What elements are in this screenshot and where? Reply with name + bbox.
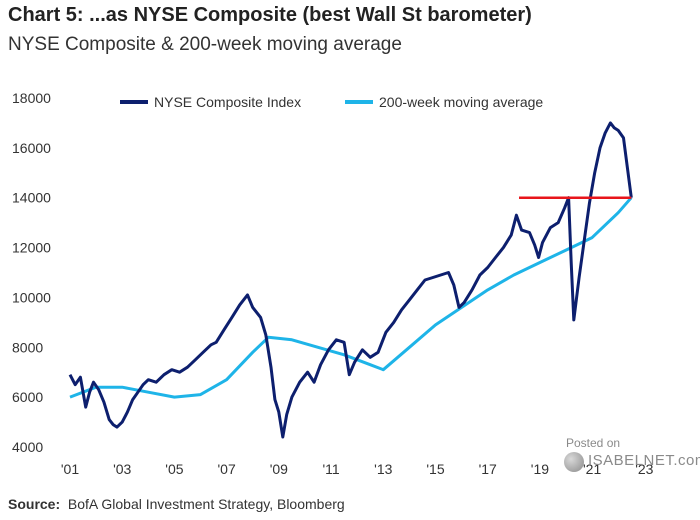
x-tick-label: '23 [635, 461, 653, 477]
legend-label-nyse: NYSE Composite Index [154, 94, 301, 110]
chart-title: Chart 5: ...as NYSE Composite (best Wall… [8, 4, 532, 26]
x-tick-label: '07 [218, 461, 236, 477]
globe-icon [564, 452, 584, 472]
y-tick-label: 10000 [12, 289, 51, 305]
x-tick-label: '11 [322, 461, 339, 477]
y-tick-label: 6000 [12, 389, 43, 405]
x-tick-label: '19 [531, 461, 549, 477]
legend: NYSE Composite Index 200-week moving aver… [120, 94, 543, 110]
legend-label-ma: 200-week moving average [379, 94, 543, 110]
watermark-posted: Posted on [566, 436, 621, 450]
series-line-nyse [68, 121, 633, 439]
y-tick-label: 12000 [12, 240, 51, 256]
y-tick-label: 14000 [12, 190, 51, 206]
y-tick-label: 4000 [12, 439, 43, 455]
x-tick-label: '05 [165, 461, 183, 477]
y-tick-label: 16000 [12, 140, 51, 156]
x-tick-label: '21 [583, 461, 601, 477]
x-axis: '01 '03 '05 '07 '09 '11 '13 '15 '17 '19 '21 '23 [61, 461, 654, 477]
source-line: Source: BofA Global Investment Strategy,… [8, 496, 345, 512]
source-text: BofA Global Investment Strategy, Bloombe… [67, 496, 345, 512]
source-label: Source: [8, 496, 61, 512]
x-tick-label: '15 [426, 461, 444, 477]
x-tick-label: '09 [270, 461, 288, 477]
y-axis: 4000 6000 8000 10000 12000 14000 16000 18000 [12, 90, 51, 455]
y-tick-label: 18000 [12, 90, 51, 106]
series-line-ma [69, 196, 633, 399]
x-tick-label: '01 [61, 461, 79, 477]
plot-area [68, 121, 633, 439]
x-tick-label: '17 [479, 461, 497, 477]
watermark: Posted on ISABELNET.com [556, 436, 700, 476]
y-tick-label: 8000 [12, 339, 43, 355]
watermark-name: ISABELNET.com [588, 452, 700, 469]
x-tick-label: '13 [374, 461, 392, 477]
chart-subtitle: NYSE Composite & 200-week moving average [8, 34, 402, 55]
x-tick-label: '03 [113, 461, 131, 477]
